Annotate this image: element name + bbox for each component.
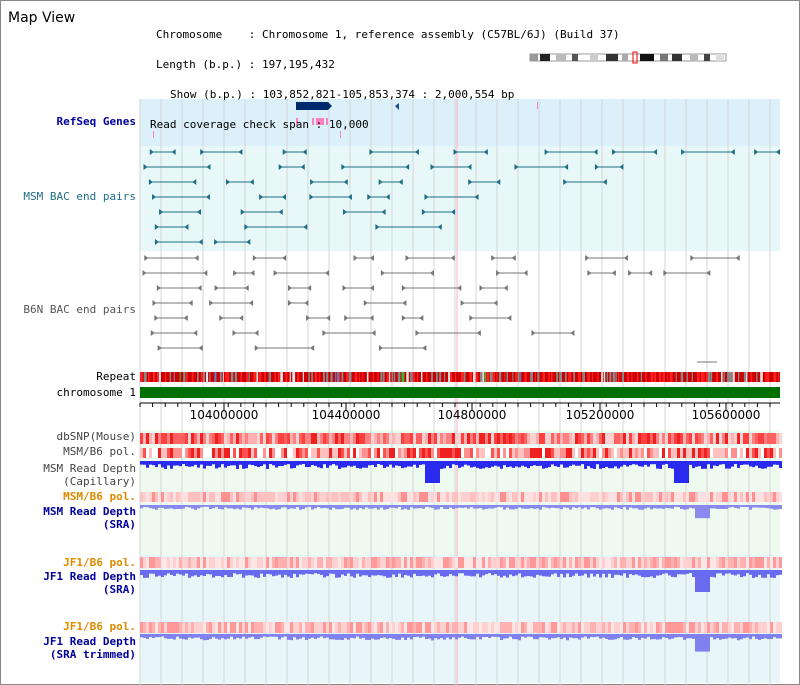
msm-b6-pol-track-2 bbox=[140, 492, 782, 502]
track-label-msm-depth-cap-sub: (Capillary) bbox=[63, 475, 136, 488]
track-label-refseq[interactable]: RefSeq Genes bbox=[56, 115, 136, 128]
show-label: Show (b.p.) bbox=[170, 88, 243, 101]
track-label-jf1-depth-sra-sub: (SRA) bbox=[102, 583, 136, 596]
axis-tick-label: 104800000 bbox=[438, 408, 507, 422]
chromosome-value: Chromosome 1, reference assembly (C57BL/… bbox=[261, 28, 620, 41]
span-value: 10,000 bbox=[328, 118, 369, 131]
length-label: Length (b.p.) bbox=[156, 58, 243, 71]
track-label-repeat: Repeat bbox=[96, 370, 136, 383]
span-label: Read coverage check span bbox=[150, 118, 309, 131]
chromosome-ideogram bbox=[529, 51, 727, 64]
track-label-b6n-bac[interactable]: B6N BAC end pairs bbox=[23, 303, 136, 316]
track-label-jf1-pol-1: JF1/B6 pol. bbox=[63, 556, 136, 569]
view-title: Map View bbox=[8, 10, 76, 26]
msm-depth-sra-track bbox=[140, 505, 782, 519]
ideogram-position-marker bbox=[632, 51, 638, 64]
chromosome-info: Chromosome : Chromosome 1, reference ass… bbox=[150, 28, 620, 131]
chromosome-label: Chromosome bbox=[156, 28, 223, 41]
track-label-msm-bac[interactable]: MSM BAC end pairs bbox=[23, 190, 136, 203]
jf1-depth-sra-track bbox=[140, 570, 782, 592]
axis-tick-label: 105600000 bbox=[692, 408, 761, 422]
axis-tick-label: 105200000 bbox=[566, 408, 635, 422]
track-label-jf1-depth-trim-sub: (SRA trimmed) bbox=[49, 648, 136, 661]
track-label-msm-depth-sra: MSM Read Depth bbox=[43, 505, 136, 518]
track-label-dbsnp: dbSNP(Mouse) bbox=[56, 430, 136, 443]
chromosome-bar bbox=[140, 387, 780, 398]
axis-tick-label: 104400000 bbox=[312, 408, 381, 422]
jf1-b6-pol-track-2 bbox=[140, 622, 782, 633]
refseq-track-bg bbox=[140, 99, 780, 146]
repeat-track bbox=[140, 372, 780, 382]
jf1-depth-trimmed-track bbox=[140, 634, 782, 652]
gene-feature bbox=[296, 102, 328, 110]
track-label-msm-depth-sra-sub: (SRA) bbox=[102, 518, 136, 531]
refseq-genes bbox=[153, 102, 538, 138]
jf1-b6-pol-track-1 bbox=[140, 557, 782, 568]
track-label-jf1-depth-trim: JF1 Read Depth bbox=[43, 635, 136, 648]
dbsnp-track bbox=[140, 433, 782, 444]
track-label-msm-depth-cap: MSM Read Depth bbox=[43, 462, 136, 475]
msm-bac-pairs bbox=[143, 149, 780, 245]
position-axis: 104000000 104400000 104800000 105200000 1056… bbox=[139, 402, 780, 422]
show-value: 103,852,821-105,853,374 : 2,000,554 bp bbox=[262, 88, 515, 101]
track-label-msm-b6-pol-1: MSM/B6 pol. bbox=[63, 445, 136, 458]
track-label-jf1-pol-2: JF1/B6 pol. bbox=[63, 620, 136, 633]
track-label-msm-b6-pol-2: MSM/B6 pol. bbox=[63, 490, 136, 503]
b6n-bac-pairs bbox=[142, 255, 740, 351]
track-label-jf1-depth-sra: JF1 Read Depth bbox=[43, 570, 136, 583]
msm-depth-capillary-track bbox=[140, 461, 782, 483]
msm-bac-track-bg bbox=[140, 146, 780, 251]
length-value: 197,195,432 bbox=[261, 58, 335, 71]
msm-b6-pol-track-1 bbox=[140, 448, 782, 458]
track-label-chromosome: chromosome 1 bbox=[56, 386, 136, 399]
axis-tick-label: 104000000 bbox=[190, 408, 259, 422]
